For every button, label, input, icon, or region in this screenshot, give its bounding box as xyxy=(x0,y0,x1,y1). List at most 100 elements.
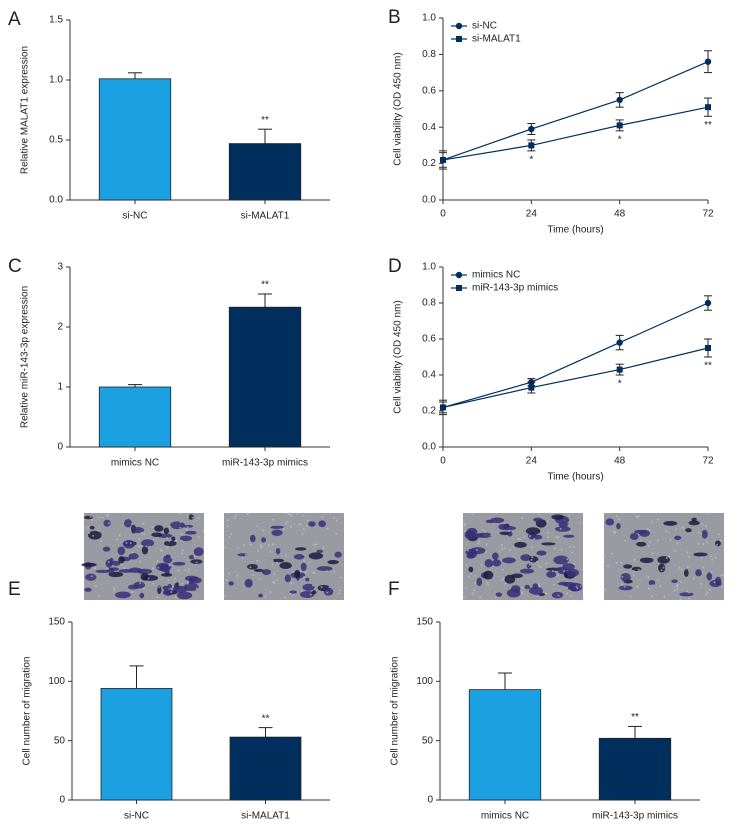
pore xyxy=(313,543,316,546)
y-tick-label: 3 xyxy=(57,262,63,273)
stained-cell xyxy=(316,549,323,554)
pore xyxy=(339,576,342,579)
pore xyxy=(538,585,541,588)
pore xyxy=(290,512,293,515)
pore xyxy=(267,544,270,547)
point xyxy=(704,58,712,65)
pore xyxy=(611,553,614,556)
stained-cell xyxy=(95,569,111,573)
pore xyxy=(503,547,506,550)
y-tick-label: 100 xyxy=(416,676,433,687)
pore xyxy=(335,519,338,522)
stained-cell xyxy=(323,587,334,596)
pore xyxy=(191,516,194,519)
pore xyxy=(603,554,606,557)
pore xyxy=(195,587,198,590)
pore xyxy=(618,518,621,521)
pore xyxy=(241,556,244,559)
stained-cell xyxy=(466,531,477,540)
stained-cell xyxy=(679,592,694,597)
pore xyxy=(167,545,170,548)
pore xyxy=(107,567,110,570)
stained-cell xyxy=(467,549,477,559)
pore xyxy=(145,545,148,548)
pore xyxy=(500,544,503,547)
pore xyxy=(234,514,237,517)
pore xyxy=(276,579,279,582)
stained-cell xyxy=(162,589,174,596)
stained-cell xyxy=(554,526,571,532)
pore xyxy=(566,592,569,595)
pore xyxy=(713,581,716,584)
pore xyxy=(94,585,97,588)
pore xyxy=(660,569,663,572)
stained-cell xyxy=(507,530,513,537)
series-line xyxy=(442,302,709,408)
stained-cell xyxy=(483,570,494,580)
stained-cell xyxy=(631,566,642,572)
y-axis-title: Cell number of migration xyxy=(22,657,33,766)
x-tick-label: miR-143-3p mimics xyxy=(592,811,678,822)
stained-cell xyxy=(141,546,149,555)
panel-label: A xyxy=(8,9,21,30)
pore xyxy=(186,526,189,529)
pore xyxy=(648,587,651,590)
stained-cell xyxy=(636,541,647,547)
pore xyxy=(490,534,493,537)
stained-cell xyxy=(714,540,721,547)
pore xyxy=(90,518,93,521)
pore xyxy=(665,530,668,533)
legend-marker xyxy=(455,22,463,30)
stained-cell xyxy=(510,585,521,593)
stained-cell xyxy=(122,539,135,549)
pore xyxy=(271,563,274,566)
pore xyxy=(284,596,287,599)
pore xyxy=(138,538,141,541)
pore xyxy=(706,541,709,544)
pore xyxy=(193,555,196,558)
pore xyxy=(548,512,551,515)
y-tick-label: 0.8 xyxy=(422,49,436,60)
pore xyxy=(160,549,163,552)
point xyxy=(528,384,535,391)
pore xyxy=(256,524,259,527)
pore xyxy=(107,560,110,563)
pore xyxy=(309,593,312,596)
y-tick-label: 0 xyxy=(57,442,63,453)
pore xyxy=(633,558,636,561)
pore xyxy=(473,589,476,592)
stained-cell xyxy=(102,546,111,552)
stained-cell xyxy=(184,530,197,535)
pore xyxy=(131,591,134,594)
pore xyxy=(679,580,682,583)
pore xyxy=(498,550,501,553)
pore xyxy=(520,591,523,594)
pore xyxy=(637,568,640,571)
pore xyxy=(312,572,315,575)
x-tick-label: 24 xyxy=(526,209,538,220)
pore xyxy=(147,577,150,580)
x-tick-label: si-NC xyxy=(123,211,148,222)
pore xyxy=(635,515,638,518)
y-tick-label: 0.0 xyxy=(422,195,436,206)
pore xyxy=(647,544,650,547)
pore xyxy=(604,589,607,592)
legend-label: mimics NC xyxy=(472,270,520,281)
pore xyxy=(106,514,109,517)
stained-cell xyxy=(701,529,708,539)
pore xyxy=(289,592,292,595)
pore xyxy=(495,596,498,599)
pore xyxy=(623,585,626,588)
pore xyxy=(568,514,571,517)
stained-cell xyxy=(302,583,315,591)
pore xyxy=(140,531,143,534)
significance: * xyxy=(618,379,622,390)
pore xyxy=(686,590,689,593)
pore xyxy=(470,572,473,575)
stained-cell xyxy=(154,525,164,532)
pore xyxy=(697,542,700,545)
pore xyxy=(269,525,272,528)
pore xyxy=(615,562,618,565)
pore xyxy=(101,516,104,519)
